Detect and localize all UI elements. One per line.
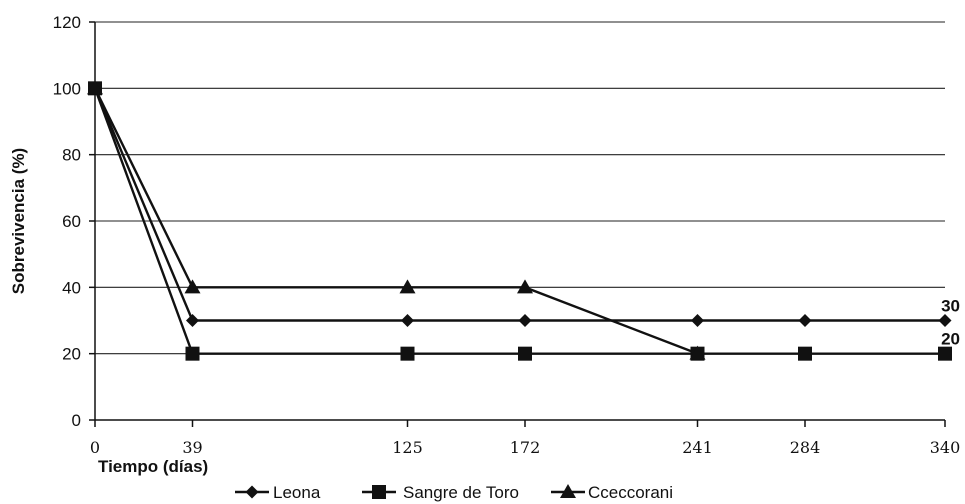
y-axis-label: Sobrevivencia (%) — [9, 148, 28, 294]
data-point — [400, 346, 415, 361]
series-lines — [87, 80, 952, 361]
x-axis-label: Tiempo (días) — [98, 457, 208, 476]
y-tick-label: 60 — [62, 212, 81, 231]
data-point — [401, 314, 414, 327]
data-point — [518, 314, 532, 327]
legend: Leona Sangre de Toro Cceccorani — [235, 483, 673, 502]
legend-label: Leona — [273, 483, 321, 502]
y-tick-labels: 0 20 40 60 80 100 120 — [53, 13, 81, 430]
y-tick-label: 40 — [62, 278, 81, 297]
data-point — [798, 314, 812, 327]
y-tick-label: 80 — [62, 146, 81, 165]
legend-entry: Cceccorani — [551, 483, 673, 502]
x-tick-label: 125 — [392, 438, 423, 457]
y-tick-label: 100 — [53, 79, 81, 98]
data-point — [938, 314, 952, 327]
x-tick-label: 172 — [510, 438, 541, 457]
data-point — [186, 314, 199, 327]
legend-label: Sangre de Toro — [403, 483, 519, 502]
data-point — [798, 346, 812, 361]
x-tick-label: 0 — [90, 438, 100, 457]
series-cceccorani — [87, 80, 706, 360]
data-point — [87, 80, 103, 95]
annotation-label: 30 — [941, 297, 960, 316]
y-tick-label: 20 — [62, 345, 81, 364]
y-tick-label: 120 — [53, 13, 81, 32]
data-point — [185, 346, 200, 361]
data-point — [517, 279, 533, 294]
data-point — [399, 279, 416, 294]
annotations: 30 20 — [941, 297, 960, 349]
legend-entry: Leona — [235, 483, 321, 502]
annotation-label: 20 — [941, 330, 960, 349]
series-line — [93, 87, 945, 322]
x-tick-label: 39 — [182, 438, 202, 457]
legend-entry: Sangre de Toro — [362, 483, 519, 502]
legend-label: Cceccorani — [588, 483, 673, 502]
x-tick-label: 284 — [790, 438, 821, 457]
x-tick-label: 241 — [682, 438, 713, 457]
x-tick-label: 340 — [930, 438, 961, 457]
gridlines — [89, 21, 946, 427]
y-tick-label: 0 — [72, 411, 81, 430]
data-point — [938, 346, 952, 361]
data-point — [518, 346, 532, 361]
legend-marker — [245, 485, 259, 499]
series-sangre-de-toro — [88, 81, 952, 361]
legend-marker — [372, 485, 386, 499]
legend-marker — [560, 484, 576, 498]
x-tick-labels: 0 39 125 172 241 284 340 — [90, 438, 960, 457]
data-point — [689, 345, 706, 360]
data-point — [184, 279, 201, 294]
data-point — [691, 314, 704, 327]
